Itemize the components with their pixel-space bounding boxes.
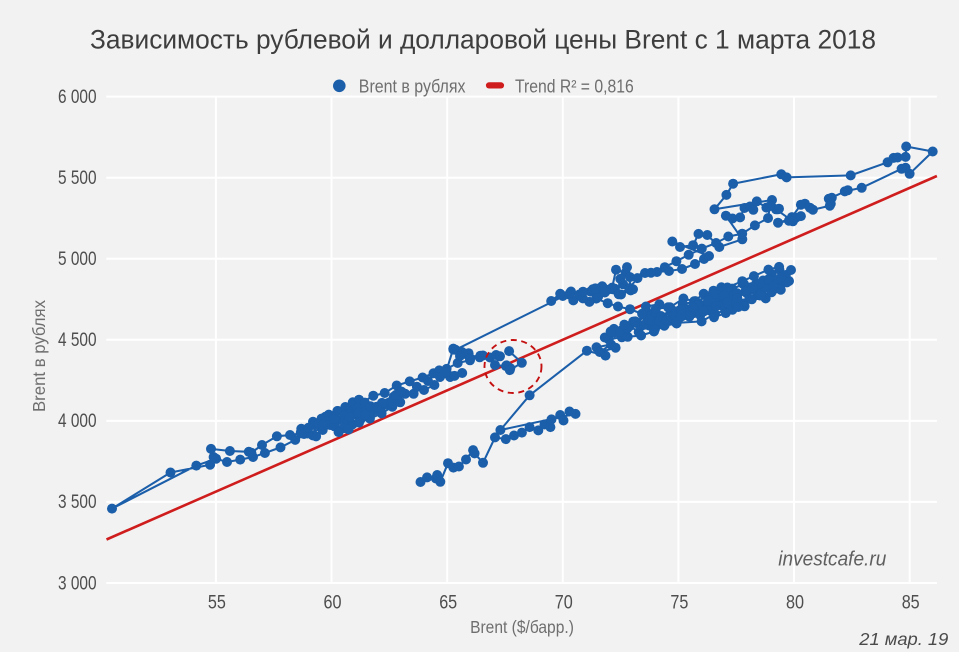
svg-text:Brent ($/барр.): Brent ($/барр.) <box>470 617 574 637</box>
svg-text:5 500: 5 500 <box>58 168 97 189</box>
svg-text:Brent в рублях: Brent в рублях <box>29 300 49 412</box>
svg-text:70: 70 <box>555 592 573 613</box>
svg-text:85: 85 <box>902 592 920 613</box>
svg-text:5 000: 5 000 <box>58 249 97 270</box>
svg-text:6 000: 6 000 <box>58 87 97 108</box>
svg-text:Зависимость рублевой и долларо: Зависимость рублевой и долларовой цены B… <box>90 24 876 54</box>
svg-text:60: 60 <box>324 592 342 613</box>
svg-text:Brent в рублях: Brent в рублях <box>359 77 466 97</box>
svg-text:21 мар. 19: 21 мар. 19 <box>858 629 948 649</box>
svg-text:65: 65 <box>439 592 457 613</box>
svg-text:investcafe.ru: investcafe.ru <box>778 548 886 571</box>
svg-text:4 500: 4 500 <box>58 330 97 351</box>
svg-text:75: 75 <box>670 592 688 613</box>
svg-text:3 000: 3 000 <box>58 573 97 594</box>
svg-text:55: 55 <box>208 592 226 613</box>
svg-text:3 500: 3 500 <box>58 492 97 513</box>
svg-text:80: 80 <box>786 592 804 613</box>
svg-text:Trend R² = 0,816: Trend R² = 0,816 <box>515 77 634 97</box>
svg-text:4 000: 4 000 <box>58 411 97 432</box>
